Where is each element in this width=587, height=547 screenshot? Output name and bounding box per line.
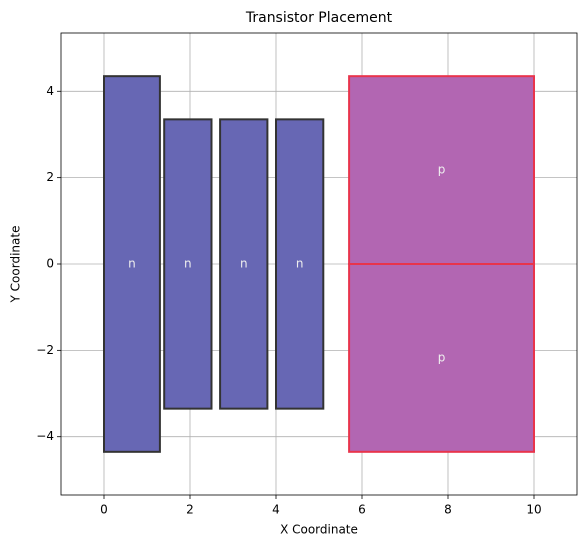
x-tick-label: 2 [186,503,194,517]
x-axis-label: X Coordinate [280,523,358,537]
transistor [163,118,213,410]
y-tick-label: 4 [46,84,54,98]
transistor [348,75,535,265]
transistor [348,263,535,453]
x-tick-label: 10 [526,503,541,517]
chart-title: Transistor Placement [245,10,393,26]
transistor-label: n [128,257,136,271]
transistor-label: p [438,163,446,177]
y-tick-label: −2 [36,343,54,357]
x-tick-label: 8 [444,503,452,517]
transistor-label: n [184,257,192,271]
y-axis-label: Y Coordinate [9,226,23,304]
x-tick-label: 6 [358,503,366,517]
transistor [219,118,269,410]
x-tick-label: 0 [100,503,108,517]
transistor-label: p [438,350,446,364]
transistor-label: n [296,257,304,271]
plot-frame [60,32,578,496]
y-tick-label: 2 [46,170,54,184]
x-tick-label: 4 [272,503,280,517]
y-tick-label: 0 [46,257,54,271]
transistor [103,75,161,453]
y-tick-label: −4 [36,429,54,443]
transistor [275,118,325,410]
transistor-label: n [240,257,248,271]
